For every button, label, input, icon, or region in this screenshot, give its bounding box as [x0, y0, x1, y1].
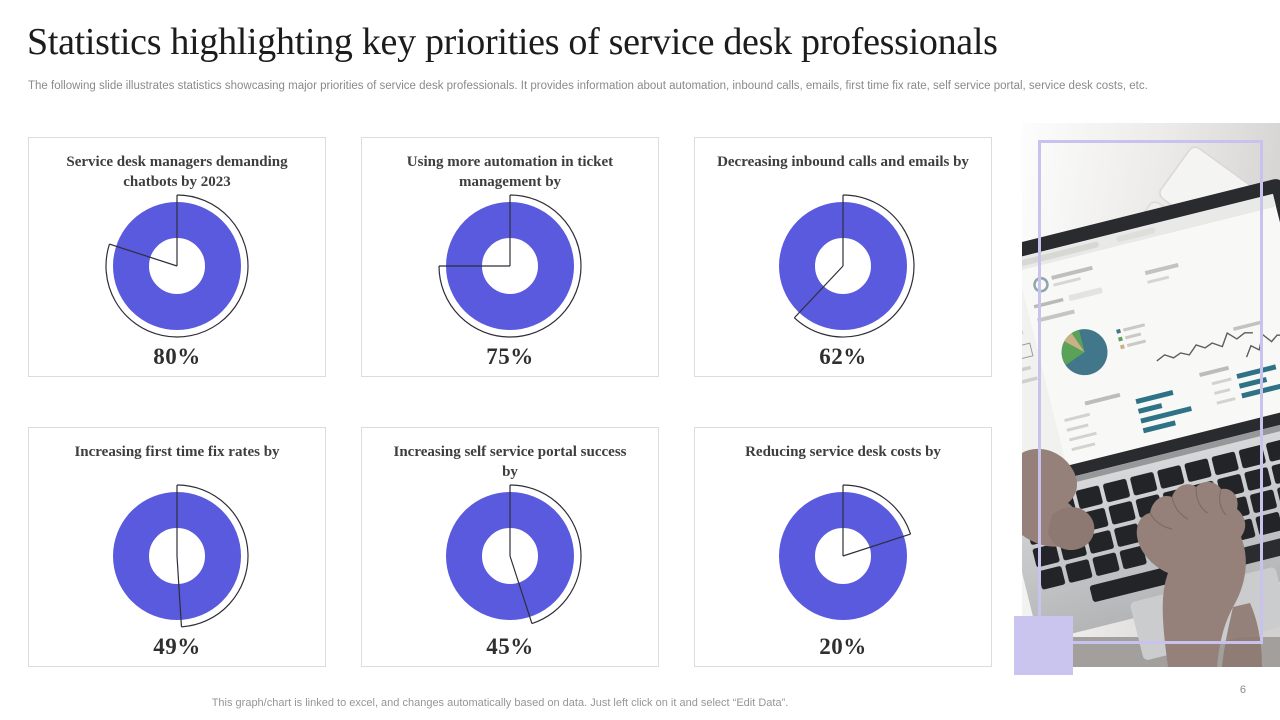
page-title: Statistics highlighting key priorities o… — [27, 21, 998, 63]
percentage-label: 45% — [486, 634, 534, 659]
percentage-label: 75% — [486, 344, 534, 369]
footer-note: This graph/chart is linked to excel, and… — [211, 697, 789, 709]
percentage-label: 49% — [153, 634, 201, 659]
stat-card-inbound-calls: Decreasing inbound calls and emails by 6… — [694, 137, 992, 377]
percentage-label: 20% — [819, 634, 867, 659]
stat-card-title: Reducing service desk costs by — [745, 444, 941, 460]
donut-chart[interactable] — [763, 190, 923, 342]
percentage-label: 62% — [819, 344, 867, 369]
stat-card-title: Decreasing inbound calls and emails by — [717, 154, 969, 170]
donut-chart[interactable] — [430, 480, 590, 632]
laptop-photo-illustration — [957, 123, 1280, 667]
donut-chart[interactable] — [97, 190, 257, 342]
stat-card-title: Increasing first time fix rates by — [74, 444, 280, 460]
donut-chart[interactable] — [763, 480, 923, 632]
stat-cards-grid: Service desk managers demanding chatbots… — [28, 137, 992, 667]
stat-card-title: Using more automation in ticket manageme… — [406, 154, 614, 190]
page-number: 6 — [1239, 684, 1246, 696]
page-subtitle: The following slide illustrates statisti… — [28, 80, 1148, 92]
stat-card-automation: Using more automation in ticket manageme… — [361, 137, 659, 377]
photo-accent-square — [1014, 616, 1073, 675]
donut-chart[interactable] — [430, 190, 590, 342]
percentage-label: 80% — [153, 344, 201, 369]
macbook-screen — [957, 179, 1280, 490]
laptop-analytics-photo — [957, 123, 1280, 667]
typing-hands — [1022, 448, 1262, 667]
stat-card-title: Service desk managers demanding chatbots… — [66, 154, 288, 190]
stat-card-title: Increasing self service portal success b… — [393, 444, 627, 480]
stat-card-chatbots: Service desk managers demanding chatbots… — [28, 137, 326, 377]
stat-card-self-service: Increasing self service portal success b… — [361, 427, 659, 667]
stat-card-costs: Reducing service desk costs by 20% — [694, 427, 992, 667]
stat-card-first-time-fix: Increasing first time fix rates by 49% — [28, 427, 326, 667]
donut-chart[interactable] — [97, 480, 257, 632]
